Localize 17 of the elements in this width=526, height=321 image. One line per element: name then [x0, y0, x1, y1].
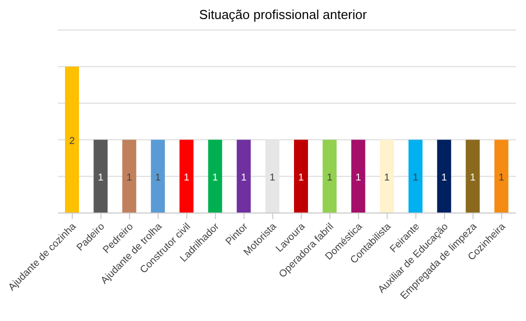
data-label: 2 [69, 136, 76, 147]
chart-title: Situação profissional anterior [198, 7, 368, 24]
data-label: 1 [412, 172, 419, 184]
data-label: 1 [298, 172, 304, 184]
data-label: 1 [240, 172, 247, 184]
data-label: 1 [441, 172, 448, 184]
data-label: 1 [270, 172, 276, 184]
data-label: 1 [355, 172, 362, 184]
data-label: 1 [384, 172, 390, 184]
data-label: 1 [326, 172, 333, 184]
data-label: 1 [470, 172, 476, 184]
data-label: 1 [98, 172, 104, 184]
data-label: 1 [155, 172, 162, 184]
data-label: 1 [184, 172, 190, 184]
data-label: 1 [126, 172, 132, 184]
data-label: 1 [212, 172, 218, 184]
data-label: 1 [498, 172, 505, 184]
